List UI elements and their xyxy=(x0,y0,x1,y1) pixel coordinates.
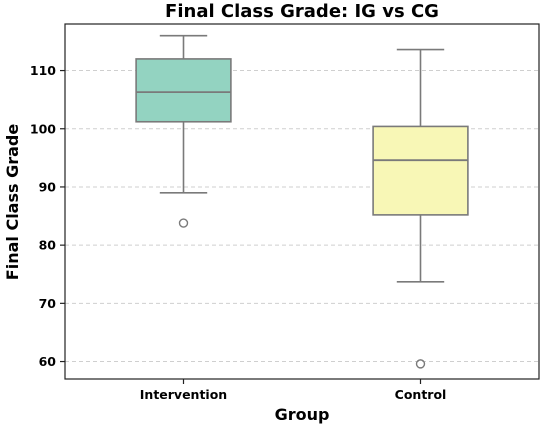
chart-title: Final Class Grade: IG vs CG xyxy=(165,1,439,22)
y-tick-label-80: 80 xyxy=(39,238,57,253)
y-tick-label-60: 60 xyxy=(39,354,57,369)
outlier-point-intervention-0 xyxy=(178,218,189,228)
x-tick-label-control: Control xyxy=(395,387,447,402)
x-axis: Intervention Control xyxy=(140,379,447,402)
outlier-point-control-0 xyxy=(415,359,426,369)
y-tick-label-110: 110 xyxy=(30,63,56,78)
x-axis-label: Group xyxy=(275,405,330,424)
plot-frame xyxy=(64,23,540,380)
iqr-box-intervention xyxy=(135,58,232,123)
box-layer xyxy=(135,34,469,369)
y-axis: 60 70 80 90 100 110 xyxy=(30,63,65,369)
box-control xyxy=(372,48,469,369)
iqr-box-control xyxy=(372,125,469,216)
y-axis-label: Final Class Grade xyxy=(3,124,22,281)
x-tick-label-intervention: Intervention xyxy=(140,387,227,402)
y-tick-label-70: 70 xyxy=(39,296,57,311)
y-tick-label-100: 100 xyxy=(30,121,56,136)
y-tick-label-90: 90 xyxy=(39,179,57,194)
box-intervention xyxy=(135,34,232,228)
